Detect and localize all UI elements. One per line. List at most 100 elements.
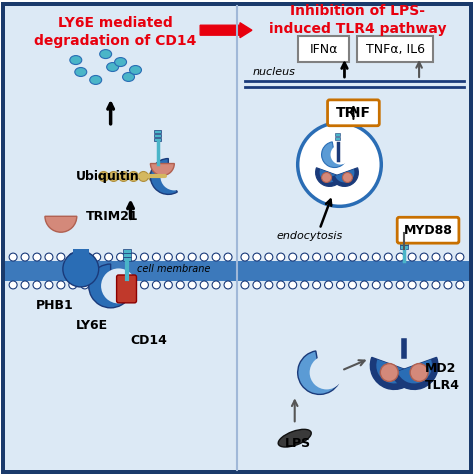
Circle shape xyxy=(325,281,333,289)
Wedge shape xyxy=(150,164,174,175)
Circle shape xyxy=(140,253,148,261)
Circle shape xyxy=(200,281,208,289)
Text: IFNα: IFNα xyxy=(310,43,338,55)
Wedge shape xyxy=(321,142,346,167)
Circle shape xyxy=(380,364,398,382)
Circle shape xyxy=(456,253,464,261)
Circle shape xyxy=(241,253,249,261)
Wedge shape xyxy=(316,168,343,186)
Circle shape xyxy=(153,281,160,289)
Text: Inhibition of LPS-
induced TLR4 pathway: Inhibition of LPS- induced TLR4 pathway xyxy=(269,4,446,36)
Ellipse shape xyxy=(278,429,311,447)
Circle shape xyxy=(153,253,160,261)
Circle shape xyxy=(321,173,331,182)
FancyBboxPatch shape xyxy=(117,275,137,303)
Circle shape xyxy=(45,253,53,261)
Circle shape xyxy=(360,281,368,289)
Text: TLR4: TLR4 xyxy=(425,379,460,392)
Circle shape xyxy=(373,281,380,289)
Text: cell membrane: cell membrane xyxy=(137,264,210,274)
Wedge shape xyxy=(150,159,177,194)
Circle shape xyxy=(212,281,220,289)
Bar xyxy=(237,261,469,281)
FancyArrow shape xyxy=(200,23,252,37)
Circle shape xyxy=(140,281,148,289)
Circle shape xyxy=(63,251,99,287)
Circle shape xyxy=(128,253,137,261)
Text: TRIF: TRIF xyxy=(336,106,371,120)
Bar xyxy=(155,134,161,137)
Wedge shape xyxy=(397,359,432,383)
Bar xyxy=(335,137,340,140)
Bar xyxy=(123,257,130,261)
Circle shape xyxy=(408,281,416,289)
Wedge shape xyxy=(319,169,339,182)
Circle shape xyxy=(224,281,232,289)
Text: TRIM21: TRIM21 xyxy=(86,210,138,223)
Circle shape xyxy=(337,281,345,289)
Circle shape xyxy=(265,281,273,289)
Circle shape xyxy=(45,281,53,289)
Wedge shape xyxy=(392,357,438,390)
Circle shape xyxy=(21,253,29,261)
Circle shape xyxy=(224,253,232,261)
FancyBboxPatch shape xyxy=(397,217,459,243)
Text: TNFα, IL6: TNFα, IL6 xyxy=(366,43,425,55)
Circle shape xyxy=(410,364,428,382)
Circle shape xyxy=(160,163,188,191)
Circle shape xyxy=(118,172,128,182)
Ellipse shape xyxy=(70,55,82,64)
Circle shape xyxy=(93,281,100,289)
Circle shape xyxy=(325,253,333,261)
Circle shape xyxy=(277,281,285,289)
Circle shape xyxy=(313,281,320,289)
Circle shape xyxy=(212,253,220,261)
Circle shape xyxy=(337,253,345,261)
Bar xyxy=(73,249,89,269)
Circle shape xyxy=(289,253,297,261)
Circle shape xyxy=(373,253,380,261)
Circle shape xyxy=(69,281,77,289)
Circle shape xyxy=(313,253,320,261)
Circle shape xyxy=(384,253,392,261)
Bar xyxy=(5,261,237,281)
Circle shape xyxy=(93,253,100,261)
Text: LPS: LPS xyxy=(284,437,311,450)
Circle shape xyxy=(432,253,440,261)
Bar xyxy=(400,241,408,245)
Circle shape xyxy=(188,281,196,289)
Bar xyxy=(123,253,130,257)
Circle shape xyxy=(57,281,65,289)
Circle shape xyxy=(456,281,464,289)
Circle shape xyxy=(148,172,158,182)
Circle shape xyxy=(200,253,208,261)
Circle shape xyxy=(33,253,41,261)
Circle shape xyxy=(360,253,368,261)
Circle shape xyxy=(164,281,173,289)
Wedge shape xyxy=(376,359,411,383)
Text: LY6E: LY6E xyxy=(76,319,108,332)
Circle shape xyxy=(128,281,137,289)
Ellipse shape xyxy=(75,67,87,76)
Circle shape xyxy=(444,253,452,261)
Circle shape xyxy=(241,281,249,289)
Circle shape xyxy=(117,253,125,261)
Circle shape xyxy=(253,253,261,261)
Wedge shape xyxy=(331,168,358,186)
Text: nucleus: nucleus xyxy=(253,67,296,77)
Circle shape xyxy=(117,281,125,289)
Bar xyxy=(335,133,340,136)
Circle shape xyxy=(105,281,113,289)
Circle shape xyxy=(176,281,184,289)
Circle shape xyxy=(81,281,89,289)
Circle shape xyxy=(128,172,138,182)
Ellipse shape xyxy=(123,73,135,82)
Circle shape xyxy=(289,281,297,289)
Circle shape xyxy=(188,253,196,261)
Circle shape xyxy=(343,173,353,182)
Circle shape xyxy=(396,281,404,289)
Circle shape xyxy=(298,123,381,206)
Circle shape xyxy=(101,268,136,303)
Circle shape xyxy=(164,253,173,261)
Ellipse shape xyxy=(100,50,111,59)
